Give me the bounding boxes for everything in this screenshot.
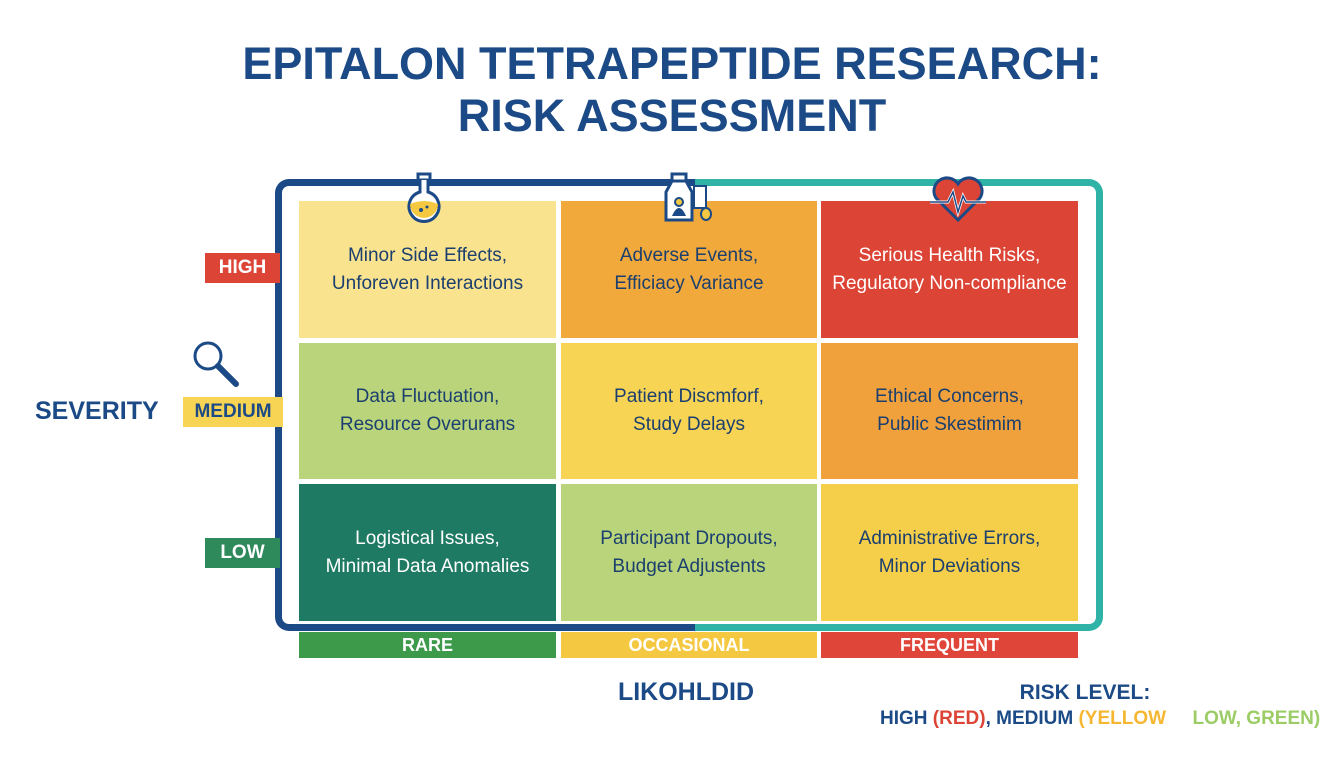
risk-cell: Data Fluctuation, Resource Overurans bbox=[299, 343, 556, 479]
matrix-frame-right bbox=[695, 179, 1103, 631]
heart-pulse-icon bbox=[930, 176, 986, 223]
row-label-medium: MEDIUM bbox=[183, 397, 283, 427]
risk-cell: Minor Side Effects, Unforeven Interactio… bbox=[299, 201, 556, 338]
column-label-occasional: OCCASIONAL bbox=[561, 632, 817, 658]
column-label-frequent: FREQUENT bbox=[821, 632, 1078, 658]
flask-icon bbox=[407, 172, 441, 223]
row-label-high: HIGH bbox=[205, 253, 280, 283]
risk-cell: Adverse Events, Efficiacy Variance bbox=[561, 201, 817, 338]
magnifier-icon bbox=[193, 341, 239, 387]
risk-cell: Participant Dropouts, Budget Adjustents bbox=[561, 484, 817, 621]
medicine-bottle-icon bbox=[664, 172, 712, 222]
legend-low-green: LOW, GREEN) bbox=[1192, 708, 1321, 729]
legend-yellow: (YELLOW bbox=[1078, 708, 1167, 729]
severity-axis-label: SEVERITY bbox=[35, 397, 159, 425]
column-label-rare: RARE bbox=[299, 632, 556, 658]
legend-items: HIGH (RED), MEDIUM (YELLOW LOW, GREEN) bbox=[880, 708, 1320, 730]
risk-cell: Patient Discmforf, Study Delays bbox=[561, 343, 817, 479]
risk-cell: Ethical Concerns, Public Skestimim bbox=[821, 343, 1078, 479]
legend-title: RISK LEVEL: bbox=[1019, 681, 1151, 704]
legend-high: HIGH bbox=[880, 708, 928, 729]
legend-medium: , MEDIUM bbox=[985, 708, 1074, 729]
risk-cell: Administrative Errors, Minor Deviations bbox=[821, 484, 1078, 621]
legend-red: (RED) bbox=[932, 708, 986, 729]
row-label-low: LOW bbox=[205, 538, 280, 568]
risk-cell: Serious Health Risks, Regulatory Non-com… bbox=[821, 201, 1078, 338]
title-line-2: RISK ASSESSMENT bbox=[457, 90, 887, 141]
title-line-1: EPITALON TETRAPEPTIDE RESEARCH: bbox=[242, 38, 1102, 89]
risk-cell: Logistical Issues, Minimal Data Anomalie… bbox=[299, 484, 556, 621]
likelihood-axis-label: LIKOHLDID bbox=[617, 678, 755, 706]
